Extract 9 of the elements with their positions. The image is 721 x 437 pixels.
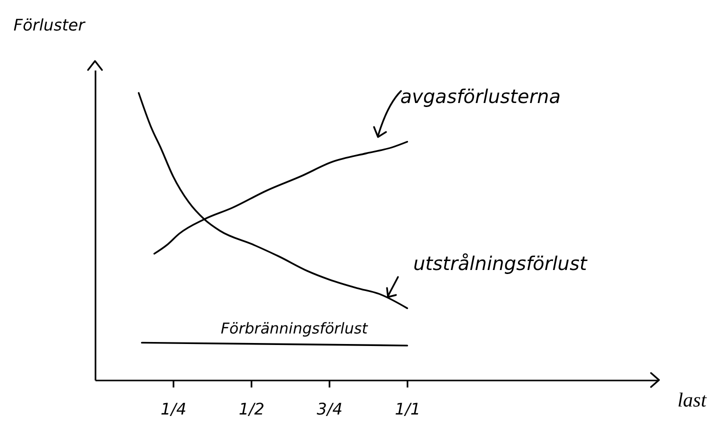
x-tick-label: 1/2 (238, 400, 264, 418)
series-label: utstrålningsförlust (413, 253, 588, 276)
series-label: avgasförlusterna (400, 86, 561, 108)
x-tick-label: 1/1 (394, 400, 421, 418)
x-axis-title: last (678, 390, 707, 412)
x-tick-label: 3/4 (316, 400, 343, 418)
x-tick-label: 1/4 (160, 400, 186, 418)
y-axis-title: Förluster (14, 16, 86, 34)
series-label: Förbränningsförlust (220, 320, 369, 338)
